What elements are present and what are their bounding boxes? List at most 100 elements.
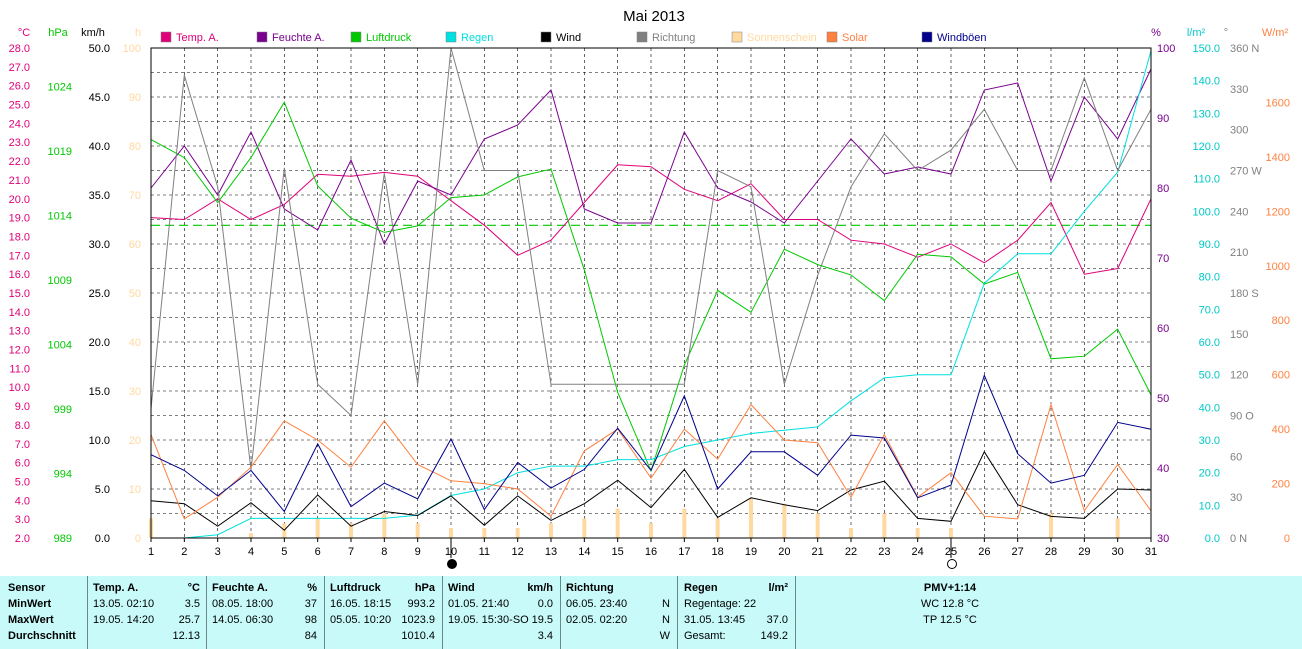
temp-tick: 20.0 <box>9 194 30 206</box>
humidity-unit-label: % <box>1151 27 1161 39</box>
x-tick-label: 29 <box>1078 546 1090 558</box>
sun-tick: 100 <box>123 43 141 55</box>
temp-tick: 3.0 <box>15 514 30 526</box>
stats-hum-unit: % <box>307 582 317 594</box>
stats-hum-max: 98 <box>304 614 317 626</box>
stats-dir-max-time: 02.05. 02:20 <box>566 614 628 626</box>
x-tick-label: 13 <box>545 546 557 558</box>
temp-tick: 17.0 <box>9 250 30 262</box>
legend-swatch <box>160 31 172 43</box>
temp-tick: 15.0 <box>9 288 30 300</box>
solar-tick: 800 <box>1272 315 1290 327</box>
stats-dir-min-time: 06.05. 23:40 <box>566 598 628 610</box>
temp-tick: 9.0 <box>15 401 30 413</box>
x-tick-label: 24 <box>912 546 924 558</box>
x-tick-label: 9 <box>415 546 421 558</box>
direction-unit-label: ° <box>1224 27 1228 39</box>
rain-tick: 20.0 <box>1199 468 1220 480</box>
direction-tick: 60 <box>1230 451 1242 463</box>
stats-temp-header: Temp. A. <box>93 582 139 594</box>
pressure-unit-label: hPa <box>48 27 68 39</box>
sunshine-bar <box>549 523 553 538</box>
direction-tick: 120 <box>1230 370 1248 382</box>
x-tick-label: 23 <box>878 546 890 558</box>
rain-tick: 80.0 <box>1199 272 1220 284</box>
legend-label: Richtung <box>652 32 695 44</box>
statistics-table: Sensor MinWert MaxWert Durchschnitt Temp… <box>0 576 1302 649</box>
temp-tick: 8.0 <box>15 420 30 432</box>
legend-swatch <box>350 31 362 43</box>
solar-tick: 0 <box>1284 533 1290 545</box>
sunshine-bar <box>649 523 653 538</box>
stats-wind-min: 0.0 <box>537 598 553 610</box>
sunshine-bar <box>749 498 753 538</box>
sun-tick: 50 <box>129 288 141 300</box>
wind-tick: 5.0 <box>95 484 110 496</box>
stats-press-column: Luftdruck hPa 16.05. 18:15 993.2 05.05. 10… <box>330 580 435 644</box>
stats-press-min-time: 16.05. 18:15 <box>330 598 392 610</box>
stats-wind-unit: km/h <box>527 582 553 594</box>
temp-tick: 10.0 <box>9 382 30 394</box>
rain-unit-label: l/m² <box>1187 27 1206 39</box>
humidity-tick: 90 <box>1157 113 1169 125</box>
rain-tick: 60.0 <box>1199 337 1220 349</box>
stats-dir-max: N <box>662 614 670 626</box>
wind-unit-label: km/h <box>81 27 105 39</box>
rain-tick: 130.0 <box>1192 108 1220 120</box>
sunshine-bar <box>382 513 387 538</box>
x-tick-label: 22 <box>845 546 857 558</box>
x-tick-label: 18 <box>712 546 724 558</box>
sunshine-bar <box>782 503 787 538</box>
temp-tick: 23.0 <box>9 137 30 149</box>
x-tick-label: 4 <box>248 546 254 558</box>
stats-row-max: MaxWert <box>8 614 54 626</box>
legend-label: Sonnenschein <box>747 32 817 44</box>
stats-dir-min: N <box>662 598 670 610</box>
stats-temp-min: 3.5 <box>184 598 200 610</box>
x-tick-label: 2 <box>181 546 187 558</box>
x-tick-label: 5 <box>281 546 287 558</box>
sunshine-bar <box>849 528 853 538</box>
x-tick-label: 19 <box>745 546 757 558</box>
solar-tick: 1400 <box>1266 152 1290 164</box>
pressure-tick: 1019 <box>48 146 72 158</box>
humidity-tick: 60 <box>1157 323 1169 335</box>
temp-tick: 18.0 <box>9 231 30 243</box>
pressure-tick: 1024 <box>48 82 72 94</box>
temp-tick: 24.0 <box>9 118 30 130</box>
humidity-tick: 100 <box>1157 43 1175 55</box>
x-tick-label: 30 <box>1112 546 1124 558</box>
wind-tick: 45.0 <box>89 92 110 104</box>
sunshine-bar <box>415 523 420 538</box>
rain-tick: 10.0 <box>1199 500 1220 512</box>
x-tick-label: 11 <box>479 546 490 558</box>
legend-swatch <box>636 31 648 43</box>
sun-tick: 40 <box>129 337 141 349</box>
legend-label: Luftdruck <box>366 32 412 44</box>
rain-tick: 40.0 <box>1199 402 1220 414</box>
x-tick-label: 16 <box>645 546 657 558</box>
x-tick-label: 12 <box>512 546 524 558</box>
temp-tick: 6.0 <box>15 458 30 470</box>
stats-dir-column: Richtung 06.05. 23:40 N 02.05. 02:20 N W <box>566 580 670 644</box>
temp-tick: 28.0 <box>9 43 30 55</box>
wind-tick: 0.0 <box>95 533 110 545</box>
temp-tick: 11.0 <box>9 363 30 375</box>
legend-label: Windböen <box>937 32 987 44</box>
x-tick-label: 27 <box>1012 546 1024 558</box>
wind-tick: 50.0 <box>89 43 110 55</box>
stats-header-sensor: Sensor <box>8 582 46 594</box>
pressure-tick: 994 <box>54 469 72 481</box>
wind-tick: 25.0 <box>89 288 110 300</box>
stats-rain-max: 37.0 <box>766 614 788 626</box>
sunshine-bar <box>1049 513 1053 538</box>
stats-press-max: 1023.9 <box>401 614 435 626</box>
legend-label: Wind <box>556 32 581 44</box>
legend-label: Temp. A. <box>176 32 219 44</box>
legend-label: Feuchte A. <box>272 32 325 44</box>
x-tick-label: 21 <box>812 546 824 558</box>
stats-wind-header: Wind <box>448 582 475 594</box>
sun-tick: 0 <box>135 533 141 545</box>
plot-grid <box>151 48 1151 538</box>
rain-tick: 70.0 <box>1199 304 1220 316</box>
